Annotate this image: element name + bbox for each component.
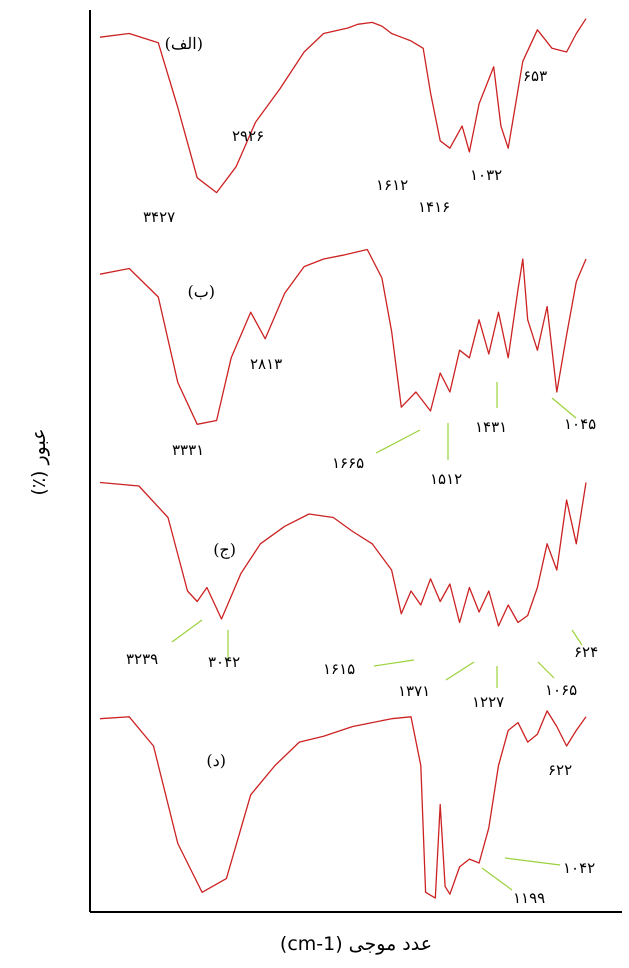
peak-label-1045: ۱۰۴۵ <box>564 415 596 433</box>
peak-label-1065: ۱۰۶۵ <box>545 681 577 699</box>
panel-label-b: (ب) <box>187 282 215 301</box>
peak-label-1512: ۱۵۱۲ <box>430 470 462 488</box>
leader-1615 <box>373 659 415 667</box>
peak-label-2926: ۲۹۲۶ <box>232 127 264 145</box>
peak-label-3042: ۳۰۴۲ <box>208 653 240 671</box>
leader-1665 <box>375 429 421 454</box>
peak-label-1199: ۱۱۹۹ <box>513 889 545 907</box>
peak-label-1665: ۱۶۶۵ <box>332 454 364 472</box>
peak-label-624: ۶۲۴ <box>574 643 598 661</box>
x-axis-title: عدد موجی (cm-1) <box>280 933 432 955</box>
peak-label-1615: ۱۶۱۵ <box>323 660 355 678</box>
panel-label-a: (الف) <box>165 34 203 53</box>
panel-label-d: (د) <box>206 751 226 770</box>
peak-leader-lines <box>171 382 583 891</box>
peak-label-1042: ۱۰۴۲ <box>563 859 595 877</box>
leader-624 <box>571 629 583 646</box>
leader-1371 <box>445 661 475 681</box>
peak-label-1431: ۱۴۳۱ <box>475 418 507 436</box>
spectra-traces <box>99 18 587 899</box>
peak-label-1032: ۱۰۳۲ <box>470 166 502 184</box>
peak-label-3331: ۳۳۳۱ <box>172 441 204 459</box>
peak-label-653: ۶۵۳ <box>523 67 547 85</box>
peak-label-2813: ۲۸۱۳ <box>250 355 282 373</box>
leader-1042 <box>504 857 561 866</box>
spectrum-line-d <box>99 710 587 899</box>
leader-1199 <box>481 867 513 891</box>
peak-label-1416: ۱۴۱۶ <box>418 198 450 216</box>
peak-label-1612: ۱۶۱۲ <box>376 176 408 194</box>
leader-1045 <box>551 397 577 419</box>
spectrum-line-c <box>99 481 587 627</box>
peak-label-3239: ۳۲۳۹ <box>126 650 158 668</box>
spectrum-line-a <box>99 18 587 194</box>
panel-label-c: (ج) <box>213 540 236 559</box>
peak-label-1227: ۱۲۲۷ <box>472 693 504 711</box>
peak-label-3427: ۳۴۲۷ <box>143 208 175 226</box>
leader-3239 <box>171 619 203 643</box>
leader-1065 <box>537 661 555 679</box>
y-axis-title: عبور (٪) <box>28 428 50 495</box>
peak-label-622: ۶۲۲ <box>548 761 572 779</box>
spectrum-line-b <box>99 248 587 425</box>
peak-label-1371: ۱۳۷۱ <box>398 682 430 700</box>
